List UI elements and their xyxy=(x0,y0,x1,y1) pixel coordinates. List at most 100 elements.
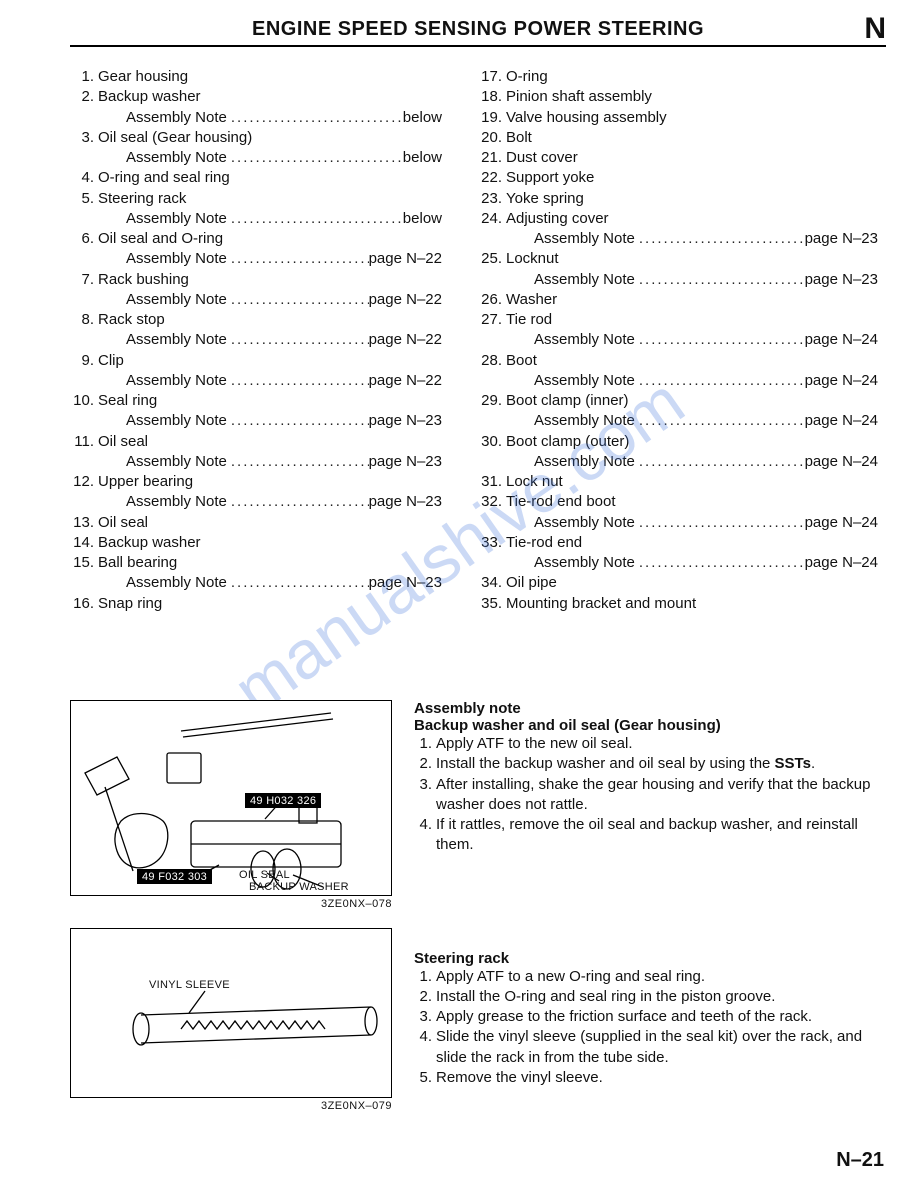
procedure-step: 2.Install the backup washer and oil seal… xyxy=(414,754,886,774)
list-item: 33.Tie-rod end xyxy=(478,533,886,553)
page-reference: page N–22 xyxy=(369,290,478,310)
header-rule xyxy=(70,45,886,47)
step-number: 3. xyxy=(414,1007,436,1027)
list-item: 6.Oil seal and O-ring xyxy=(70,229,478,249)
page-reference: page N–23 xyxy=(805,270,886,290)
list-item: 18.Pinion shaft assembly xyxy=(478,87,886,107)
list-item-number: 23. xyxy=(478,189,506,209)
step-text: Install the backup washer and oil seal b… xyxy=(436,754,886,774)
fig2-vinyl-sleeve-label: VINYL SLEEVE xyxy=(149,979,230,991)
leader-dots: ........................................… xyxy=(227,492,369,512)
leader-dots: ........................................… xyxy=(227,108,403,128)
fig2-code: 3ZE0NX–079 xyxy=(70,1100,392,1112)
leader-dots: ........................................… xyxy=(227,290,369,310)
page-reference: page N–24 xyxy=(805,452,886,472)
leader-dots: ........................................… xyxy=(227,330,369,350)
list-item-subrow: Assembly Note...........................… xyxy=(70,290,478,310)
list-item-number: 22. xyxy=(478,168,506,188)
list-item-subrow: Assembly Note...........................… xyxy=(70,411,478,431)
page-reference: page N–24 xyxy=(805,513,886,533)
list-item-label: Mounting bracket and mount xyxy=(506,594,696,614)
leader-dots: ........................................… xyxy=(635,270,805,290)
page-reference: below xyxy=(403,148,478,168)
list-item: 21.Dust cover xyxy=(478,148,886,168)
assembly-note-label: Assembly Note xyxy=(126,330,227,350)
list-item-label: Gear housing xyxy=(98,67,188,87)
procedure-step: 3.After installing, shake the gear housi… xyxy=(414,775,886,816)
list-item-label: Locknut xyxy=(506,249,559,269)
step-number: 2. xyxy=(414,754,436,774)
list-item-label: Upper bearing xyxy=(98,472,193,492)
list-item: 15.Ball bearing xyxy=(70,553,478,573)
list-item-number: 28. xyxy=(478,351,506,371)
assembly-note-label: Assembly Note xyxy=(126,249,227,269)
leader-dots: ........................................… xyxy=(227,148,403,168)
assembly-note-label: Assembly Note xyxy=(534,513,635,533)
assembly-note-label: Assembly Note xyxy=(126,371,227,391)
list-item: 19.Valve housing assembly xyxy=(478,108,886,128)
page-reference: page N–24 xyxy=(805,330,886,350)
step-text: Apply ATF to a new O-ring and seal ring. xyxy=(436,967,886,987)
list-item-label: Steering rack xyxy=(98,189,186,209)
leader-dots: ........................................… xyxy=(635,371,805,391)
list-item: 13.Oil seal xyxy=(70,513,478,533)
list-item: 23.Yoke spring xyxy=(478,189,886,209)
list-item-number: 8. xyxy=(70,310,98,330)
list-item-label: Oil seal and O-ring xyxy=(98,229,223,249)
list-item-subrow: Assembly Note...........................… xyxy=(70,452,478,472)
step-text: Apply ATF to the new oil seal. xyxy=(436,734,886,754)
assembly-note-label: Assembly Note xyxy=(534,330,635,350)
list-item-label: Oil seal xyxy=(98,513,148,533)
list-item-number: 12. xyxy=(70,472,98,492)
list-item: 34.Oil pipe xyxy=(478,573,886,593)
list-item-subrow: Assembly Note...........................… xyxy=(478,330,886,350)
list-item-label: Boot clamp (inner) xyxy=(506,391,629,411)
list-item-label: O-ring xyxy=(506,67,548,87)
bottom-section: 49 H032 326 49 F032 303 OIL SEAL BACKUP … xyxy=(70,700,886,1130)
section-letter: N xyxy=(864,12,886,46)
list-item-label: Backup washer xyxy=(98,533,201,553)
list-item-number: 21. xyxy=(478,148,506,168)
list-item-label: Boot xyxy=(506,351,537,371)
list-item: 14.Backup washer xyxy=(70,533,478,553)
list-item: 24.Adjusting cover xyxy=(478,209,886,229)
list-item: 29.Boot clamp (inner) xyxy=(478,391,886,411)
leader-dots: ........................................… xyxy=(635,229,805,249)
assembly-note-label: Assembly Note xyxy=(534,411,635,431)
list-item-number: 29. xyxy=(478,391,506,411)
list-item-number: 26. xyxy=(478,290,506,310)
leader-dots: ........................................… xyxy=(635,513,805,533)
assembly-note-label: Assembly Note xyxy=(126,209,227,229)
list-item-number: 2. xyxy=(70,87,98,107)
list-item: 35.Mounting bracket and mount xyxy=(478,594,886,614)
page-reference: page N–23 xyxy=(369,452,478,472)
list-item-number: 27. xyxy=(478,310,506,330)
list-item-number: 4. xyxy=(70,168,98,188)
list-item-number: 31. xyxy=(478,472,506,492)
list-item-subrow: Assembly Note...........................… xyxy=(70,371,478,391)
list-item: 27.Tie rod xyxy=(478,310,886,330)
fig1-part-b: 49 F032 303 xyxy=(137,869,212,884)
fig1-code: 3ZE0NX–078 xyxy=(70,898,392,910)
step-number: 3. xyxy=(414,775,436,816)
list-item-subrow: Assembly Note...........................… xyxy=(478,452,886,472)
page-reference: page N–22 xyxy=(369,330,478,350)
step-text: Slide the vinyl sleeve (supplied in the … xyxy=(436,1027,886,1068)
list-item-label: Seal ring xyxy=(98,391,157,411)
list-item-subrow: Assembly Note...........................… xyxy=(70,573,478,593)
leader-dots: ........................................… xyxy=(635,411,805,431)
list-item-number: 20. xyxy=(478,128,506,148)
list-item-number: 11. xyxy=(70,432,98,452)
figures-column: 49 H032 326 49 F032 303 OIL SEAL BACKUP … xyxy=(70,700,392,1130)
list-item-number: 18. xyxy=(478,87,506,107)
page-reference: below xyxy=(403,108,478,128)
list-item-subrow: Assembly Note...........................… xyxy=(70,148,478,168)
assembly-note-heading: Assembly note xyxy=(414,700,886,717)
list-item-subrow: Assembly Note...........................… xyxy=(70,492,478,512)
list-item: 22.Support yoke xyxy=(478,168,886,188)
procedure-step: 1.Apply ATF to the new oil seal. xyxy=(414,734,886,754)
leader-dots: ........................................… xyxy=(227,249,369,269)
list-item: 25.Locknut xyxy=(478,249,886,269)
list-item-number: 30. xyxy=(478,432,506,452)
list-item-subrow: Assembly Note...........................… xyxy=(478,270,886,290)
